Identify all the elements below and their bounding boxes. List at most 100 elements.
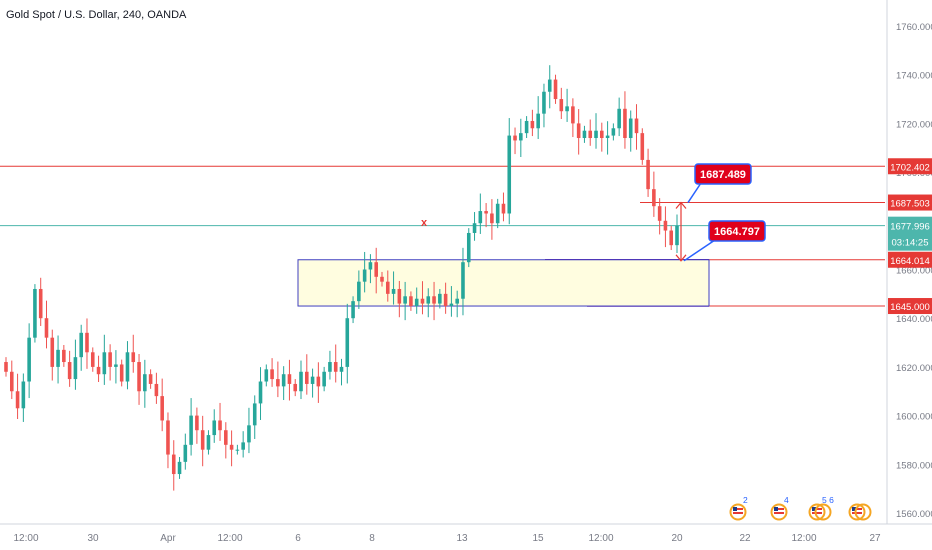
candle-body — [166, 420, 170, 455]
price-callout[interactable]: 1664.797 — [683, 220, 766, 262]
candle — [455, 290, 459, 318]
candle — [90, 347, 95, 372]
candle-body — [137, 362, 141, 392]
time-tick-label: 12:00 — [791, 533, 816, 544]
flag-canton — [812, 507, 816, 511]
callout-label: 1664.797 — [714, 226, 760, 238]
flag-stripe — [733, 512, 743, 514]
candle-body — [189, 415, 193, 445]
callout-box — [708, 220, 766, 242]
price-axis[interactable]: 1560.000 1580.000 1600.000 1620.000 1640.000… — [888, 22, 932, 520]
candle-body — [21, 381, 26, 409]
candle-body — [67, 362, 72, 380]
candle-body — [206, 435, 211, 450]
price-tick-label: 1720.000 — [896, 119, 932, 130]
axis-label-background — [888, 298, 932, 315]
price-tick-label: 1560.000 — [896, 509, 932, 520]
candle — [409, 291, 413, 311]
time-tick-label: 13 — [456, 533, 468, 544]
candle-body — [229, 444, 234, 450]
candle-body — [304, 371, 309, 384]
time-tick-label: 20 — [671, 533, 683, 544]
candle-body — [287, 374, 292, 384]
candle — [519, 118, 523, 158]
candle — [351, 296, 355, 324]
economic-event-badge[interactable]: 2 — [729, 495, 749, 521]
candle — [490, 199, 494, 240]
candle — [588, 119, 593, 146]
candle — [27, 323, 31, 399]
price-level-axis-label[interactable]: 1687.503 — [888, 194, 932, 211]
candle-body — [293, 383, 298, 392]
candle-body — [663, 220, 668, 231]
callout-label: 1687.489 — [700, 169, 746, 181]
candle-body — [177, 461, 182, 475]
candle — [264, 364, 269, 387]
candle-body — [623, 108, 627, 139]
candle — [426, 288, 431, 318]
candle-body — [195, 415, 199, 431]
candle — [617, 97, 621, 137]
candle — [96, 355, 101, 382]
candle-body — [281, 374, 286, 387]
candle-body — [322, 371, 326, 387]
candle — [102, 334, 107, 385]
price-tick-label: 1640.000 — [896, 314, 932, 325]
candle-body — [571, 106, 575, 124]
candle — [15, 373, 20, 420]
candle — [224, 422, 228, 459]
candle — [420, 281, 425, 315]
candle-body — [96, 366, 101, 375]
time-tick-label: 15 — [532, 533, 544, 544]
candle-body — [247, 425, 251, 443]
candle-body — [391, 288, 396, 294]
candle-body — [79, 332, 83, 358]
candle-body — [455, 298, 459, 304]
current-price-axis-label[interactable]: 1677.996 03:14:25 — [888, 216, 932, 251]
candle-body — [513, 135, 517, 141]
candle — [328, 350, 332, 380]
candle — [235, 444, 240, 455]
candle — [247, 407, 251, 454]
candle-body — [38, 288, 43, 319]
event-badges[interactable]: 2 4 5 6 — [729, 495, 872, 521]
time-tick-label: 12:00 — [13, 533, 38, 544]
candle-body — [241, 442, 245, 450]
candle-body — [200, 430, 205, 450]
candle-body — [160, 396, 164, 421]
demand-zone-rectangle[interactable] — [297, 259, 710, 307]
economic-event-badge[interactable]: 5 6 — [808, 495, 835, 521]
candle-body — [310, 376, 315, 384]
candle-body — [420, 298, 425, 304]
economic-event-badge[interactable] — [848, 503, 872, 521]
candle-body — [148, 374, 153, 384]
candle-body — [414, 298, 419, 307]
candle-body — [183, 444, 188, 462]
candle — [362, 251, 367, 293]
candle — [357, 270, 361, 309]
price-callout[interactable]: 1687.489 — [687, 163, 752, 203]
candle-body — [218, 420, 222, 431]
price-level-axis-label[interactable]: 1702.402 — [888, 158, 932, 175]
axis-label-text: 1687.503 — [890, 199, 930, 210]
flag-stripe — [852, 512, 862, 514]
candle-body — [351, 301, 355, 319]
time-axis[interactable]: 12:00 30 Apr 12:00 6 8 13 15 12:00 20 22 12:00 27 — [13, 533, 881, 544]
candle-body — [50, 337, 55, 367]
badge-count: 4 — [784, 495, 789, 505]
candle — [461, 247, 465, 316]
candle — [495, 198, 500, 229]
candle — [391, 271, 396, 305]
arrow-down-head — [675, 254, 687, 262]
candle-body — [4, 362, 8, 372]
economic-event-badge[interactable]: 4 — [770, 495, 790, 521]
price-level-axis-label[interactable]: 1645.000 — [888, 298, 932, 315]
candle — [85, 318, 89, 369]
candle — [119, 359, 124, 387]
candle — [160, 378, 164, 432]
candle — [177, 456, 182, 479]
candle-body — [252, 403, 257, 426]
price-tick-label: 1600.000 — [896, 412, 932, 423]
price-level-axis-label[interactable]: 1664.014 — [888, 251, 932, 268]
